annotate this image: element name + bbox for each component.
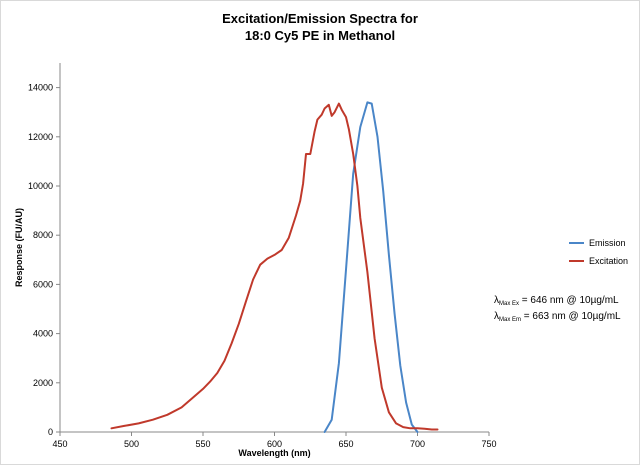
x-tick-label: 500	[124, 439, 139, 449]
y-tick-label: 0	[48, 427, 53, 437]
annotation-max-em-text: = 663 nm @ 10µg/mL	[521, 311, 621, 322]
chart-title-line-1: Excitation/Emission Spectra for	[222, 11, 418, 26]
legend-label-excitation: Excitation	[589, 256, 628, 266]
x-tick-label: 450	[52, 439, 67, 449]
annotation-max-ex: λMax Ex = 646 nm @ 10µg/mL	[494, 295, 619, 307]
series-line-excitation	[110, 102, 439, 431]
x-tick-label: 700	[410, 439, 425, 449]
y-tick-label: 8000	[33, 230, 53, 240]
x-tick-label: 750	[481, 439, 496, 449]
y-tick-label: 2000	[33, 378, 53, 388]
annotation-max-ex-text: = 646 nm @ 10µg/mL	[519, 295, 619, 306]
annotation-max-em: λMax Em = 663 nm @ 10µg/mL	[494, 311, 621, 323]
x-tick-label: 550	[195, 439, 210, 449]
y-tick-label: 14000	[28, 83, 53, 93]
annotation-max-em-lambda: λ	[494, 311, 499, 322]
x-axis-label: Wavelength (nm)	[238, 448, 310, 458]
y-tick-label: 10000	[28, 181, 53, 191]
annotation-max-ex-subscript: Max Ex	[499, 301, 520, 307]
y-tick-label: 12000	[28, 132, 53, 142]
legend-label-emission: Emission	[589, 238, 626, 248]
chart-title-line-2: 18:0 Cy5 PE in Methanol	[244, 28, 396, 43]
annotation-max-em-subscript: Max Em	[499, 317, 522, 323]
y-tick-label: 6000	[33, 279, 53, 289]
y-tick-label: 4000	[33, 329, 53, 339]
x-tick-label: 600	[267, 439, 282, 449]
y-axis-label: Response (FU/AU)	[14, 208, 24, 287]
x-tick-label: 650	[338, 439, 353, 449]
series-line-emission	[323, 101, 419, 433]
annotation-max-ex-lambda: λ	[494, 295, 499, 306]
